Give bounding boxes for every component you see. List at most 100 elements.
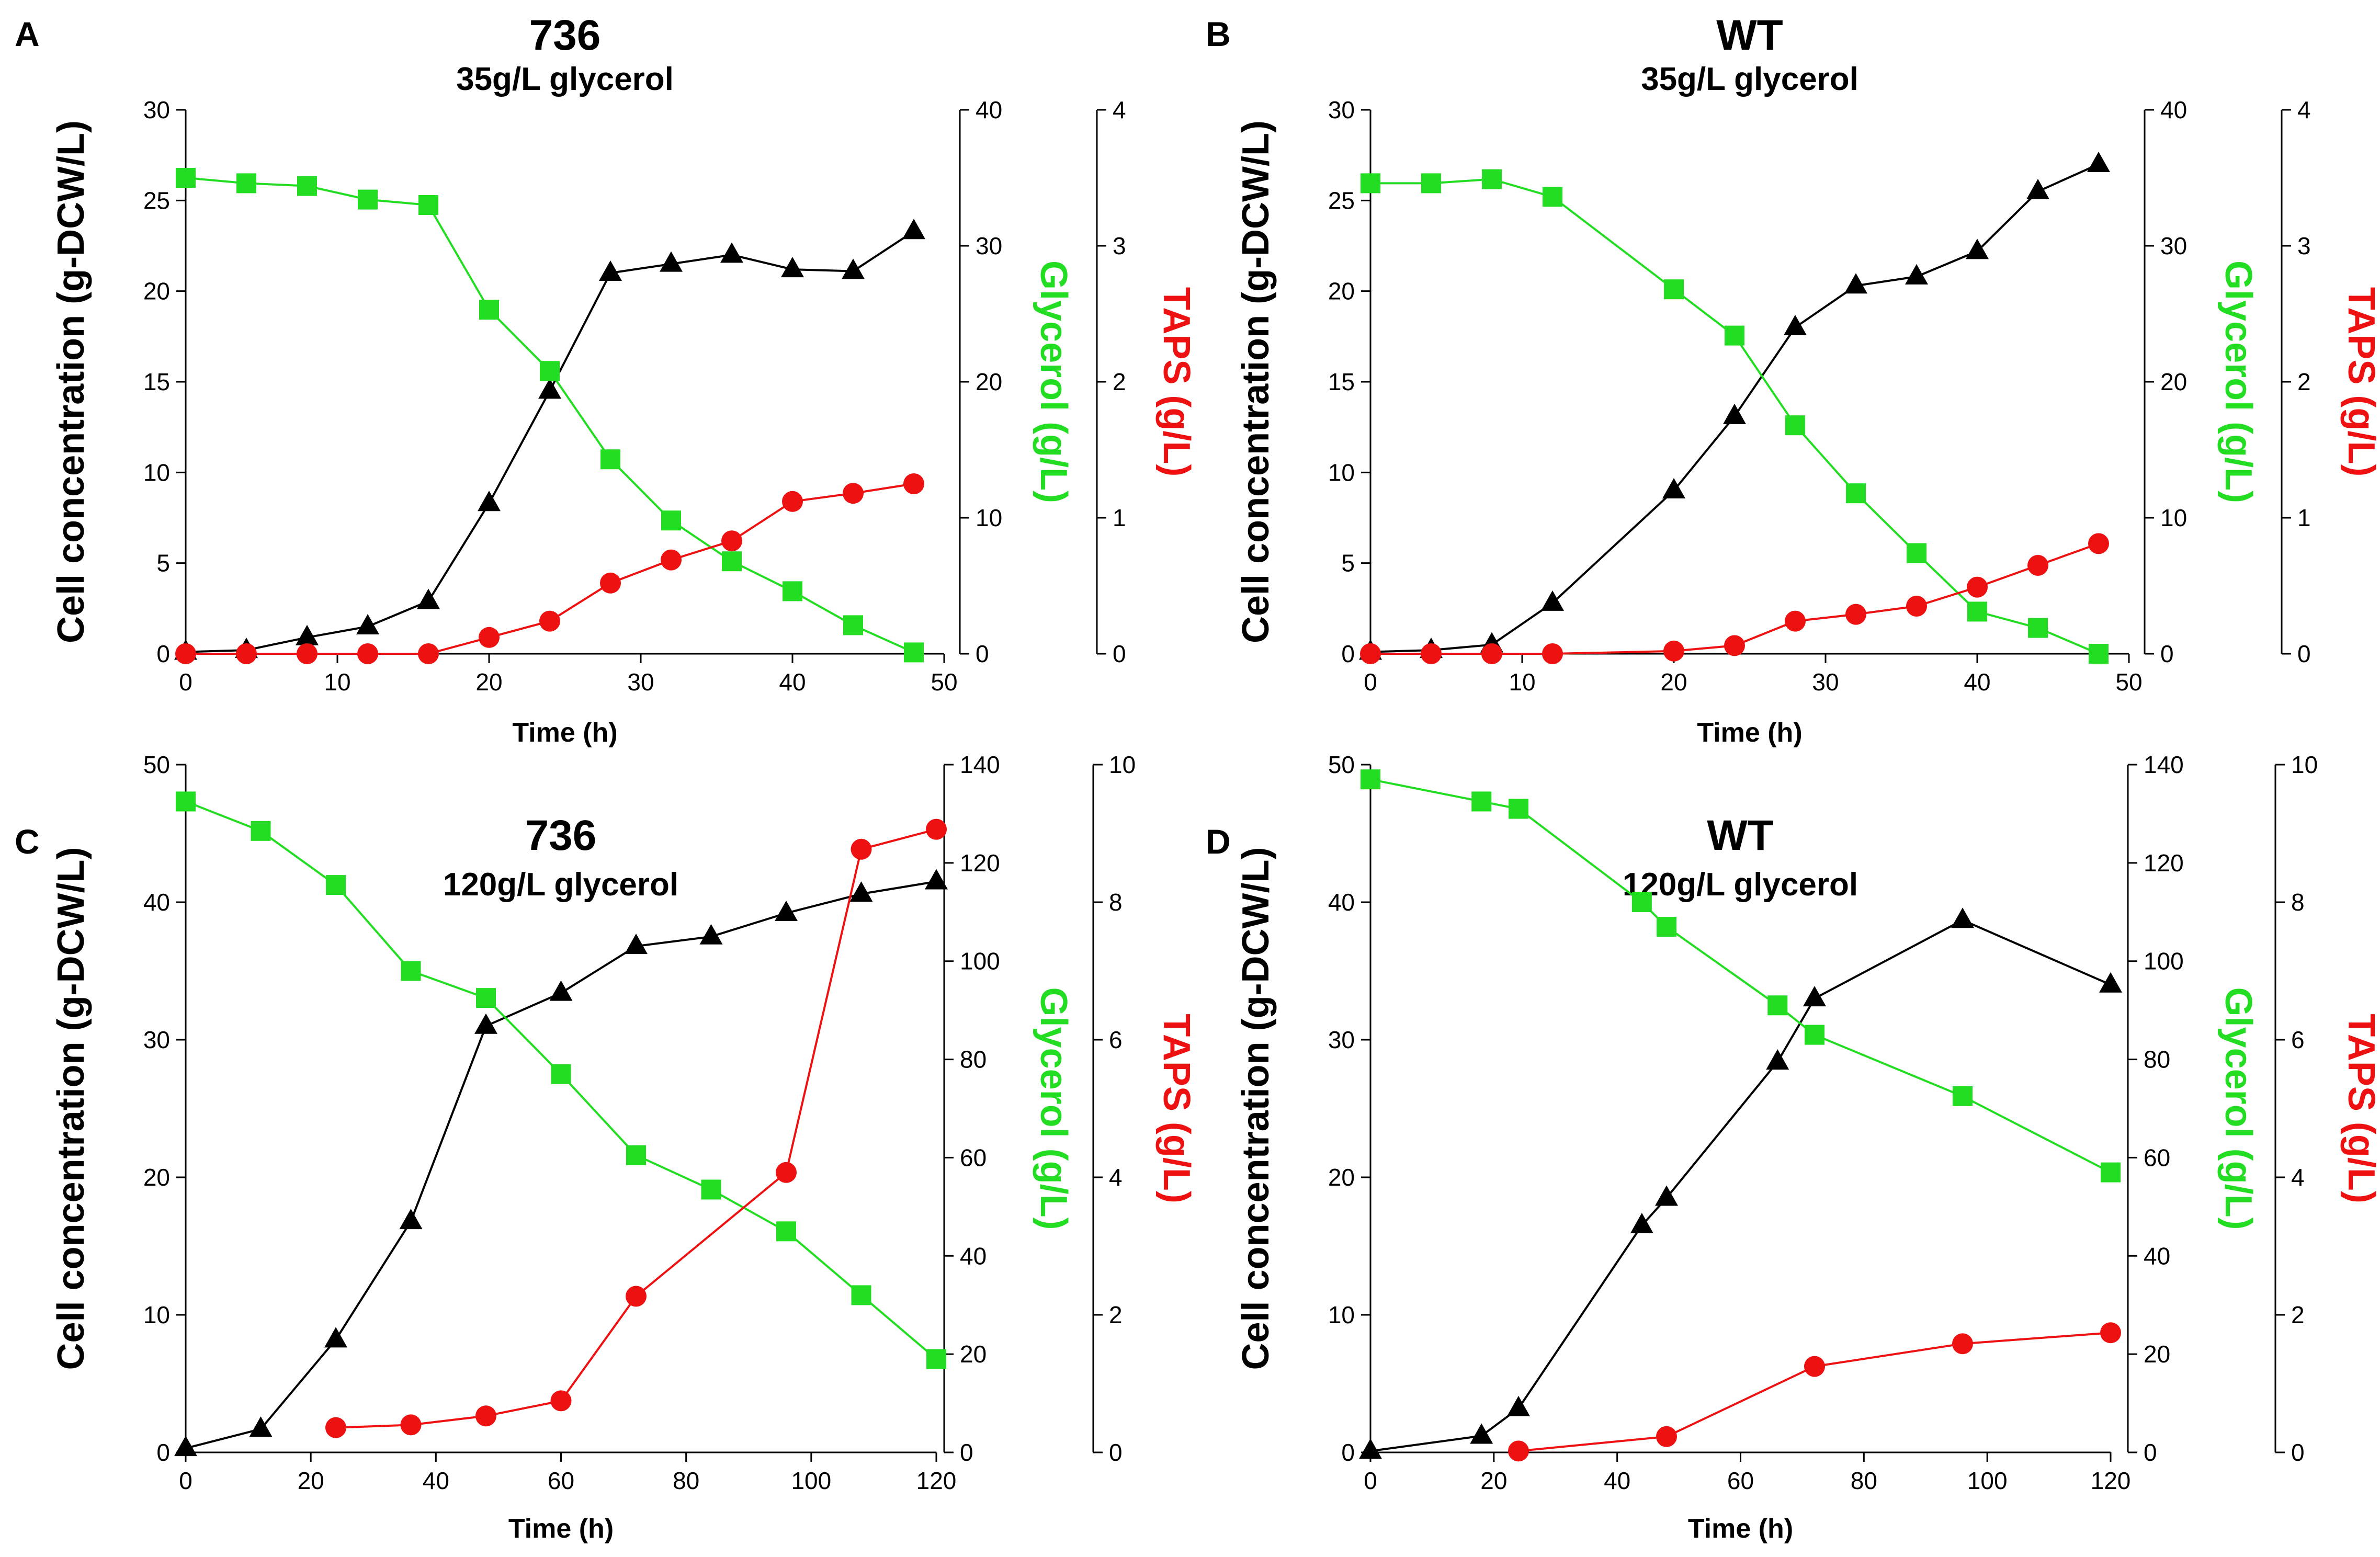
series-line-taps: [335, 828, 937, 1429]
x-tick-label: 120: [916, 1467, 957, 1494]
y-glycerol-tick-label: 0: [960, 1439, 973, 1466]
data-point-taps: [776, 1162, 797, 1183]
y-taps-tick-label: 10: [2291, 751, 2318, 778]
data-point-cell: [2087, 152, 2110, 172]
y-glycerol-tick-label: 40: [2144, 1242, 2170, 1269]
data-point-glycerol: [1421, 173, 1441, 194]
y-left-tick-label: 10: [1328, 1301, 1355, 1328]
y-glycerol-tick-label: 20: [960, 1340, 987, 1368]
data-point-taps: [1724, 635, 1745, 656]
y-taps-tick-label: 6: [2291, 1026, 2305, 1053]
y-glycerol-tick-label: 20: [2144, 1340, 2170, 1368]
x-tick-label: 20: [1660, 668, 1687, 696]
data-point-taps: [1481, 643, 1502, 664]
y-glycerol-tick-label: 0: [2160, 640, 2174, 667]
data-point-taps: [1967, 576, 1988, 598]
data-point-cell: [625, 934, 648, 954]
y-left-tick-label: 30: [1328, 96, 1355, 123]
y-left-tick-label: 15: [143, 368, 170, 395]
y-taps-tick-label: 4: [2291, 1164, 2305, 1191]
series-taps: [1360, 533, 2109, 664]
data-point-cell: [699, 924, 723, 945]
y-taps-tick-label: 2: [2291, 1301, 2305, 1328]
data-point-glycerol: [401, 961, 421, 981]
y-glycerol-tick-label: 80: [960, 1046, 987, 1073]
data-point-glycerol: [904, 642, 924, 663]
series-line-glycerol: [185, 177, 914, 654]
data-point-cell: [599, 260, 622, 281]
data-point-taps: [418, 643, 439, 664]
data-point-taps: [1906, 596, 1927, 617]
y-left-tick-label: 10: [143, 1301, 170, 1328]
x-tick-label: 20: [298, 1467, 324, 1494]
y-glycerol-axis-label: Glycerol (g/L): [2217, 260, 2259, 503]
x-axis-label: Time (h): [1688, 1514, 1793, 1544]
data-point-cell: [1723, 403, 1746, 424]
data-point-glycerol: [476, 988, 496, 1008]
data-point-cell: [538, 378, 561, 399]
data-point-glycerol: [2101, 1162, 2121, 1183]
y-glycerol-tick-label: 0: [2144, 1439, 2157, 1466]
data-point-taps: [1656, 1426, 1677, 1447]
data-point-glycerol: [926, 1349, 946, 1369]
series-line-cell: [1370, 918, 2111, 1452]
data-point-cell: [781, 257, 804, 278]
y-left-tick-label: 30: [1328, 1026, 1355, 1053]
panel-title: WT: [1716, 12, 1783, 59]
data-point-taps: [1785, 610, 1806, 632]
y-glycerol-tick-label: 20: [2160, 368, 2187, 395]
series-line-cell: [185, 230, 915, 653]
x-tick-label: 10: [1509, 668, 1535, 696]
x-tick-label: 0: [1364, 1467, 1377, 1494]
data-point-taps: [357, 643, 378, 664]
data-point-glycerol: [600, 449, 620, 470]
data-point-cell: [417, 588, 440, 609]
data-point-glycerol: [1953, 1086, 1973, 1107]
data-point-cell: [1470, 1423, 1493, 1444]
data-point-cell: [1541, 590, 1564, 611]
data-point-glycerol: [722, 551, 742, 572]
data-point-glycerol: [1767, 995, 1788, 1016]
y-left-tick-label: 5: [1341, 550, 1355, 577]
series-taps: [175, 473, 924, 664]
panel-letter: B: [1206, 15, 1231, 53]
y-taps-tick-label: 0: [1113, 640, 1126, 667]
data-point-cell: [478, 491, 501, 512]
panel-title: WT: [1707, 812, 1773, 859]
data-point-glycerol: [701, 1179, 721, 1200]
data-point-glycerol: [251, 821, 271, 841]
x-axis-label: Time (h): [1697, 718, 1802, 748]
data-point-cell: [1655, 1185, 1678, 1206]
x-tick-label: 60: [1727, 1467, 1754, 1494]
data-point-taps: [475, 1405, 496, 1427]
y-glycerol-tick-label: 30: [976, 232, 1002, 259]
y-glycerol-tick-label: 100: [2144, 948, 2184, 975]
x-tick-label: 120: [2091, 1467, 2131, 1494]
data-point-taps: [1845, 604, 1866, 625]
data-point-cell: [1784, 315, 1807, 335]
x-tick-label: 100: [1967, 1467, 2008, 1494]
panel-subtitle: 120g/L glycerol: [443, 867, 678, 903]
data-point-taps: [2027, 555, 2048, 576]
series-line-cell: [1370, 163, 2099, 653]
y-left-axis-label: Cell concentration (g-DCW/L): [50, 120, 92, 643]
y-glycerol-tick-label: 10: [976, 504, 1002, 531]
data-point-glycerol: [551, 1064, 571, 1084]
y-glycerol-axis-label: Glycerol (g/L): [1033, 987, 1074, 1230]
series-cell: [1359, 907, 2122, 1459]
panel-subtitle: 35g/L glycerol: [456, 61, 674, 97]
data-point-cell: [1905, 264, 1928, 285]
data-point-glycerol: [540, 361, 560, 381]
y-taps-tick-label: 4: [1113, 96, 1126, 123]
y-left-axis-label: Cell concentration (g-DCW/L): [1235, 847, 1277, 1370]
data-point-glycerol: [2028, 618, 2048, 638]
data-point-glycerol: [479, 300, 499, 320]
panel-subtitle: 120g/L glycerol: [1623, 867, 1858, 903]
data-point-cell: [660, 251, 683, 272]
data-point-glycerol: [626, 1145, 646, 1165]
data-point-taps: [903, 473, 924, 494]
series-glycerol: [176, 791, 946, 1369]
data-point-cell: [2099, 972, 2122, 993]
data-point-taps: [1804, 1356, 1825, 1377]
y-left-tick-label: 20: [143, 1164, 170, 1191]
